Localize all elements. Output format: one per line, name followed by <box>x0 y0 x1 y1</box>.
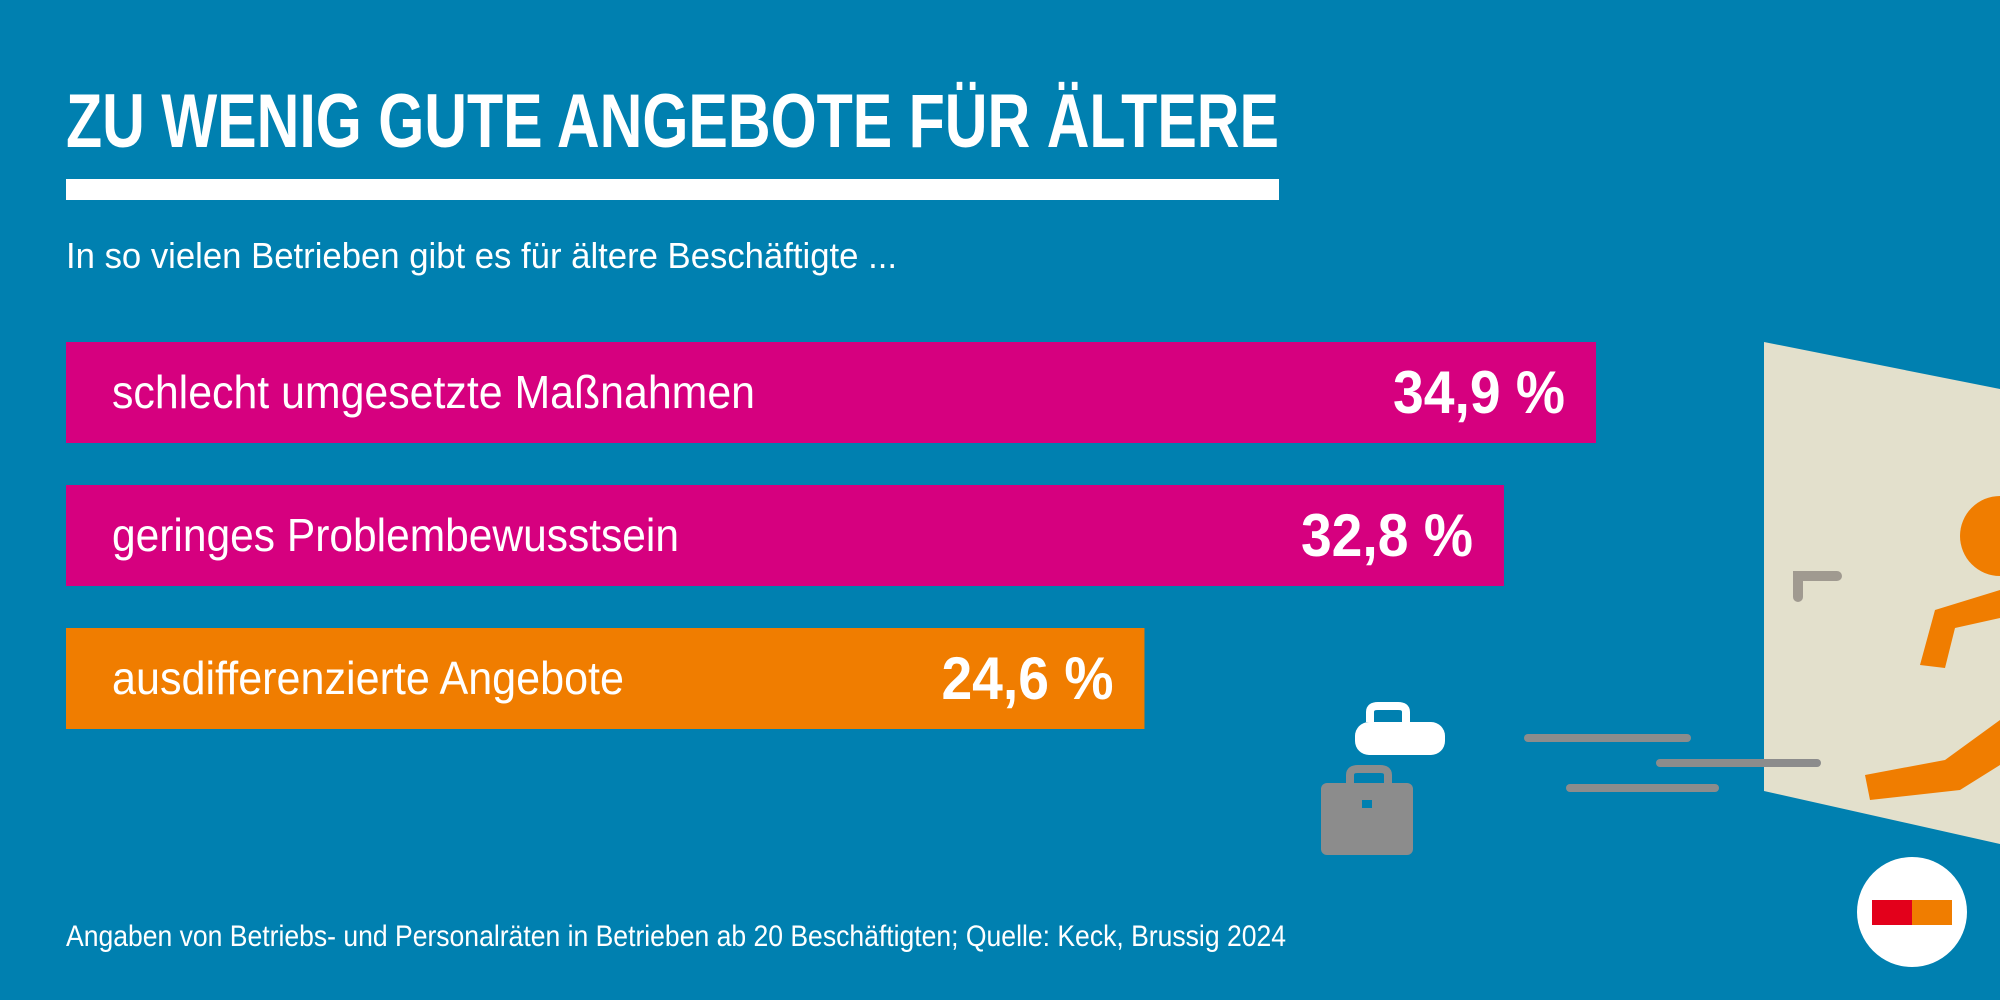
briefcase-lid <box>1355 722 1445 755</box>
bar-label: schlecht umgesetzte Maßnahmen <box>112 366 755 418</box>
illustration <box>1321 342 2000 967</box>
bar-label: ausdifferenzierte Angebote <box>112 652 624 704</box>
runner-leg <box>1865 720 2000 800</box>
briefcase <box>1321 783 1413 855</box>
briefcase-handle <box>1346 765 1392 785</box>
title-underline <box>66 179 1279 200</box>
speed-line <box>1524 734 1691 742</box>
runner-head <box>1960 496 2000 576</box>
briefcase-lock <box>1362 800 1372 808</box>
speed-line <box>1566 784 1719 792</box>
bar <box>66 485 1504 586</box>
runner-arm <box>1920 590 2000 668</box>
bar <box>66 628 1145 729</box>
value-label: 34,9 % <box>1393 359 1565 426</box>
briefcase-lid-handle <box>1366 702 1410 722</box>
subtitle: In so vielen Betrieben gibt es für älter… <box>66 235 897 276</box>
value-label: 32,8 % <box>1301 502 1473 569</box>
bar-label: geringes Problembewusstsein <box>112 509 679 561</box>
logo-red <box>1872 900 1912 925</box>
bar <box>66 342 1597 443</box>
value-label: 24,6 % <box>941 645 1113 712</box>
door-handle <box>1793 571 1842 602</box>
source-note: Angaben von Betriebs- und Personalräten … <box>66 920 1286 953</box>
door <box>1764 342 2000 844</box>
speed-line <box>1656 759 1821 767</box>
chart-title: ZU WENIG GUTE ANGEBOTE FÜR ÄLTERE <box>66 79 1279 164</box>
logo-orange <box>1912 900 1952 925</box>
